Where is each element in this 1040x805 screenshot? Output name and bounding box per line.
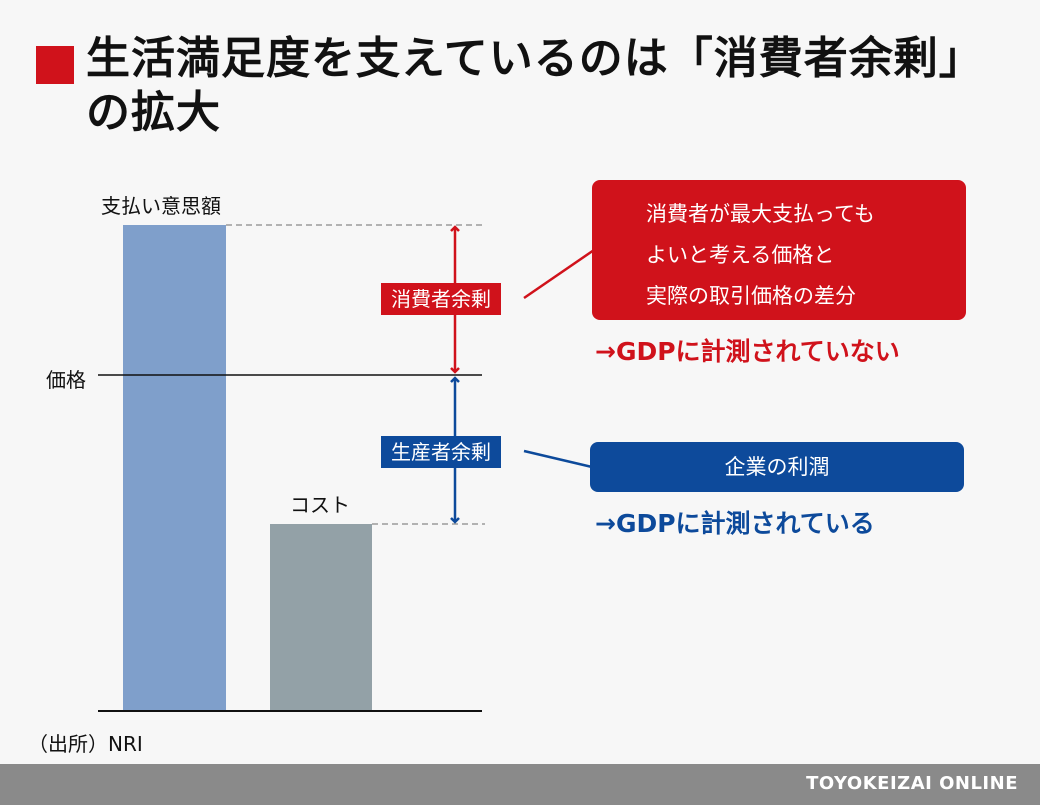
description-line: 消費者が最大支払っても [646,202,875,226]
price-label: 価格 [46,368,86,392]
producer-surplus-description: 企業の利潤 [590,442,964,492]
surplus-diagram [98,224,595,712]
cost-bar [270,524,372,711]
willingness-to-pay-bar [123,225,226,711]
footer-brand: TOYOKEIZAI ONLINE [806,773,1018,794]
producer-connector-line [523,449,593,469]
producer-gdp-note: →GDPに計測されている [595,509,875,538]
willingness-to-pay-label: 支払い意思額 [101,194,221,218]
producer-surplus-tag: 生産者余剰 [381,436,501,468]
description-line: 実際の取引価格の差分 [646,284,856,308]
consumer-surplus-tag: 消費者余剰 [381,283,501,315]
consumer-gdp-note: →GDPに計測されていない [595,337,900,366]
description-line: よいと考える価格と [646,243,835,267]
source-note: （出所）NRI [28,732,143,756]
footer-bar: TOYOKEIZAI ONLINE [0,764,1040,805]
cost-label: コスト [290,493,350,517]
page-title: 生活満足度を支えているのは「消費者余剰」の拡大 [86,33,984,138]
consumer-surplus-description: 消費者が最大支払っても よいと考える価格と 実際の取引価格の差分 [592,180,966,320]
consumer-connector-line [523,248,595,300]
title-marker [36,46,74,84]
